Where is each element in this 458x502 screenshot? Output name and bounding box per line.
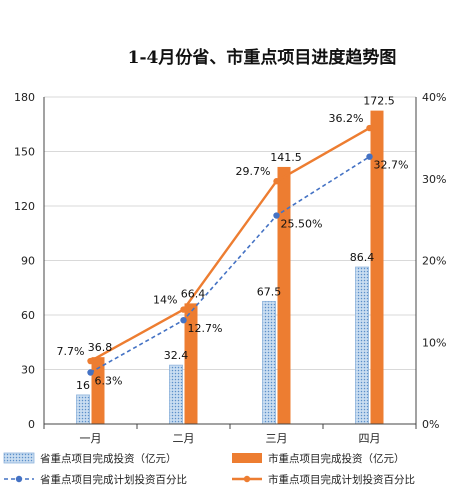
y-tick-label: 60 [21,309,35,322]
data-label-city: 66.4 [181,287,206,300]
data-label-province: 86.4 [350,251,375,264]
y-tick-label: 150 [14,146,35,159]
data-label-province: 16 [76,379,90,392]
y2-tick-label: 0% [422,418,439,431]
data-label-city-percent: 29.7% [236,165,271,178]
bar-province [355,266,369,425]
x-tick-label: 二月 [173,432,195,445]
marker-city-percent [87,357,94,365]
legend-item: 省重点项目完成计划投资百分比 [4,473,187,486]
y2-tick-label: 30% [422,173,446,186]
y2-tick-label: 20% [422,255,446,268]
legend-swatch [3,452,35,464]
x-tick-label: 四月 [359,432,381,445]
legend-item: 省重点项目完成投资（亿元） [3,452,177,465]
y2-tick-label: 10% [422,336,446,349]
data-label-province-percent: 12.7% [188,322,223,335]
axes: 0 30 60 90 120 150 180 0% 10% 20% 30% 40% 一月 二月 三月 四月 [14,91,446,445]
chart-title: 1-4月份省、市重点项目进度趋势图 [128,47,397,68]
y2-tick-label: 40% [422,91,446,104]
data-label-city: 141.5 [270,151,302,164]
data-label-province: 67.5 [257,285,282,298]
legend: 省重点项目完成投资（亿元） 市重点项目完成投资（亿元） 省重点项目完成计划投资百分比… [3,452,415,486]
y-tick-label: 120 [14,200,35,213]
line-province-percent [90,156,370,374]
legend-item: 市重点项目完成计划投资百分比 [232,473,415,486]
data-label-city-percent: 14% [153,294,177,307]
bar-city [91,357,105,424]
bar-city [277,166,291,425]
y-tick-label: 90 [21,255,35,268]
marker-province-percent [366,153,373,160]
legend-label: 市重点项目完成投资（亿元） [268,452,405,465]
data-label-city: 172.5 [363,95,395,108]
data-label-city: 36.8 [88,341,113,354]
data-label-province-percent: 6.3% [95,374,123,387]
marker-city-percent [273,178,280,185]
bar-city [370,110,384,424]
legend-swatch-marker [15,475,23,483]
lines [87,124,373,376]
bar-province [76,394,90,425]
legend-swatch-marker [243,475,251,483]
data-label-province-percent: 25.50% [281,218,323,231]
marker-city-percent [180,306,187,313]
data-label-city-percent: 36.2% [329,112,364,125]
bar-province [262,300,276,425]
gridlines [44,96,416,370]
marker-province-percent [87,369,94,376]
marker-province-percent [180,316,187,324]
y-tick-label: 0 [28,418,35,431]
legend-label: 市重点项目完成计划投资百分比 [268,473,415,486]
line-city-percent [89,127,371,363]
y-tick-label: 180 [14,91,35,104]
marker-city-percent [366,124,373,132]
data-label-city-percent: 7.7% [57,345,85,358]
data-labels: 16 36.8 32.4 66.4 67.5 141.5 86.4 172.5 7.7% 14% 2… [57,95,409,392]
y-tick-label: 30 [21,364,35,377]
bar-city [184,303,198,424]
data-label-province-percent: 32.7% [374,159,409,172]
x-tick-label: 三月 [266,432,288,445]
marker-province-percent [273,212,280,219]
x-tick-label: 一月 [80,432,102,445]
legend-swatch [232,453,262,463]
legend-label: 省重点项目完成计划投资百分比 [40,473,187,486]
bar-province [169,364,183,425]
legend-label: 省重点项目完成投资（亿元） [40,452,177,465]
data-label-province: 32.4 [164,349,189,362]
legend-item: 市重点项目完成投资（亿元） [232,452,405,465]
